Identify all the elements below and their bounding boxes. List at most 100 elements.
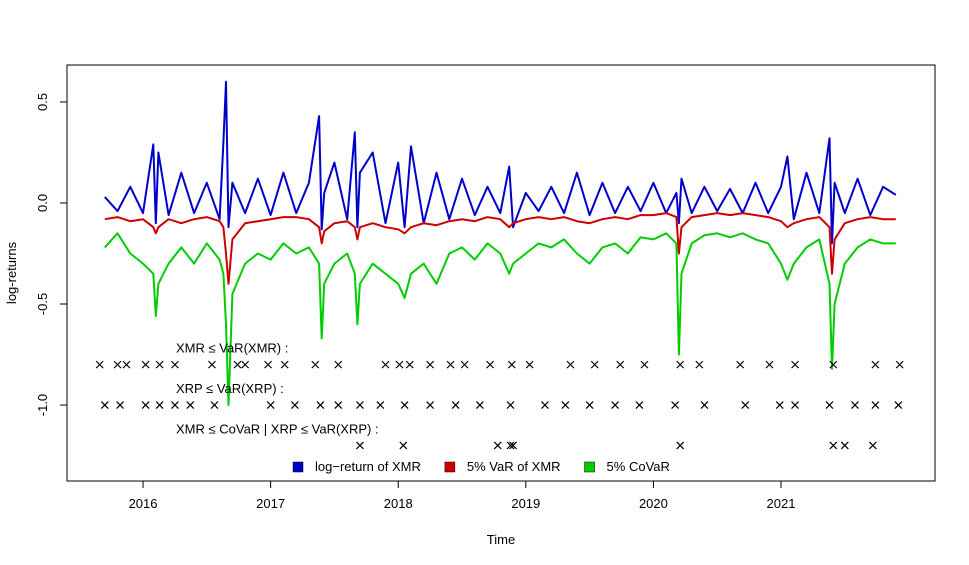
marker-cross — [736, 360, 745, 369]
marker-cross — [507, 360, 516, 369]
marker-cross — [541, 401, 549, 409]
legend-swatch — [292, 461, 304, 473]
marker-cross — [829, 360, 838, 369]
marker-row-label: XMR ≤ VaR(XMR) : — [176, 341, 288, 356]
legend-label: 5% VaR of XMR — [467, 459, 561, 474]
marker-cross — [700, 401, 709, 409]
marker-cross — [676, 441, 685, 450]
series-line — [104, 232, 896, 406]
marker-cross — [400, 401, 409, 409]
marker-cross — [233, 360, 242, 369]
marker-cross — [451, 401, 460, 409]
marker-cross — [116, 401, 125, 409]
marker-cross — [871, 360, 880, 369]
marker-cross — [791, 360, 799, 369]
marker-cross — [141, 360, 150, 369]
marker-cross — [566, 360, 575, 369]
marker-cross — [334, 401, 343, 409]
marker-cross — [829, 441, 838, 450]
marker-cross — [280, 360, 289, 369]
marker-cross — [155, 401, 164, 409]
x-tick-label: 2016 — [129, 496, 158, 511]
series-line — [104, 212, 896, 285]
marker-cross — [741, 401, 750, 409]
marker-cross — [895, 360, 904, 369]
x-tick-label: 2017 — [256, 496, 285, 511]
marker-cross — [356, 441, 364, 450]
x-tick-label: 2018 — [384, 496, 413, 511]
marker-cross — [635, 401, 644, 409]
marker-cross — [241, 360, 250, 369]
marker-cross — [395, 360, 404, 369]
marker-cross — [695, 360, 704, 369]
marker-cross — [399, 441, 408, 450]
marker-cross — [266, 401, 275, 409]
marker-cross — [506, 401, 515, 409]
marker-cross — [585, 401, 594, 409]
marker-cross — [671, 401, 680, 409]
marker-cross — [186, 401, 195, 409]
marker-cross — [791, 401, 799, 409]
marker-cross — [561, 401, 570, 409]
marker-cross — [122, 360, 131, 369]
marker-cross — [460, 360, 469, 369]
series-line — [104, 80, 897, 245]
marker-cross — [894, 401, 903, 409]
marker-cross — [506, 441, 515, 450]
marker-cross — [171, 360, 179, 369]
marker-cross — [840, 441, 849, 450]
y-tick-label: -1.0 — [35, 394, 50, 416]
marker-cross — [141, 401, 150, 409]
marker-cross — [525, 360, 534, 369]
legend-label: 5% CoVaR — [607, 459, 670, 474]
marker-cross — [316, 401, 325, 409]
marker-cross — [475, 401, 484, 409]
marker-cross — [509, 441, 517, 450]
marker-row-label: XMR ≤ CoVaR | XRP ≤ VaR(XRP) : — [176, 421, 379, 436]
marker-cross — [171, 401, 179, 409]
x-tick-label: 2019 — [511, 496, 540, 511]
y-tick-label: 0.0 — [35, 194, 50, 212]
y-tick-label: -0.5 — [35, 293, 50, 315]
marker-cross — [264, 360, 273, 369]
marker-cross — [95, 360, 104, 369]
marker-cross — [381, 360, 390, 369]
marker-cross — [426, 401, 435, 409]
marker-cross — [376, 401, 385, 409]
marker-cross — [334, 360, 343, 369]
marker-cross — [356, 401, 364, 409]
marker-cross — [100, 401, 109, 409]
marker-cross — [113, 360, 122, 369]
marker-cross — [590, 360, 599, 369]
x-tick-label: 2021 — [767, 496, 796, 511]
marker-cross — [493, 441, 502, 450]
marker-cross — [676, 360, 685, 369]
marker-cross — [640, 360, 649, 369]
marker-cross — [871, 401, 880, 409]
x-tick-label: 2020 — [639, 496, 668, 511]
x-axis-label: Time — [487, 532, 515, 547]
marker-cross — [611, 401, 620, 409]
marker-cross — [311, 360, 320, 369]
marker-row-label: XRP ≤ VaR(XRP) : — [176, 381, 284, 396]
marker-cross — [426, 360, 435, 369]
y-tick-label: 0.5 — [35, 93, 50, 111]
legend: log−return of XMR 5% VaR of XMR 5% CoVaR — [292, 459, 670, 474]
marker-cross — [825, 401, 834, 409]
marker-cross — [868, 441, 877, 450]
y-axis-label: log-returns — [4, 241, 19, 304]
legend-swatch — [444, 461, 456, 473]
legend-label: log−return of XMR — [315, 459, 421, 474]
marker-cross — [210, 401, 219, 409]
marker-cross — [486, 360, 495, 369]
marker-cross — [405, 360, 414, 369]
marker-cross — [775, 401, 784, 409]
marker-cross — [765, 360, 774, 369]
plot-frame — [66, 64, 936, 482]
marker-cross — [616, 360, 625, 369]
marker-cross — [155, 360, 164, 369]
marker-cross — [851, 401, 859, 409]
marker-cross — [446, 360, 455, 369]
legend-swatch — [584, 461, 595, 473]
